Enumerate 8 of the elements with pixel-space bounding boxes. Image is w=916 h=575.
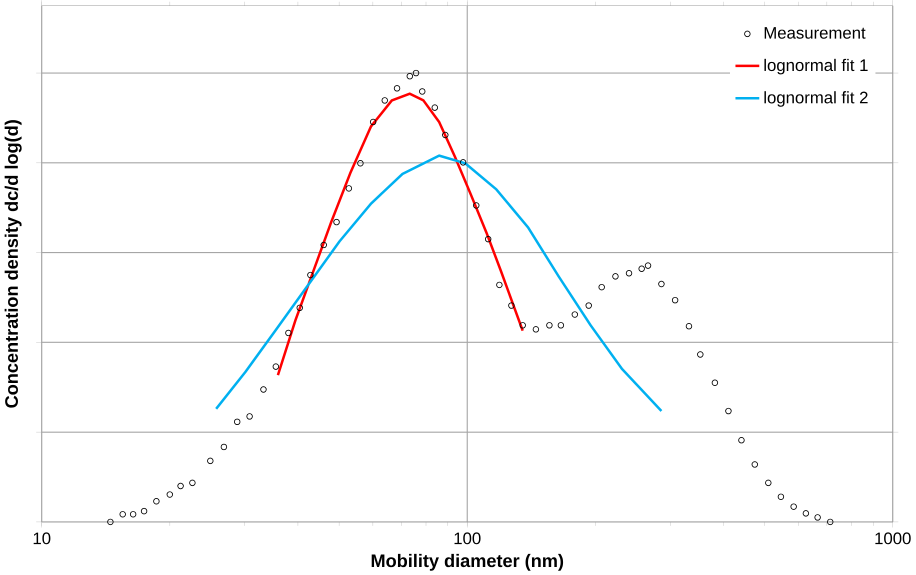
x-tick-label: 1000 bbox=[875, 532, 911, 544]
legend-label: lognormal fit 2 bbox=[764, 90, 868, 107]
x-axis-title: Mobility diameter (nm) bbox=[372, 554, 564, 571]
legend-label: Measurement bbox=[764, 26, 866, 39]
legend-label: lognormal fit 1 bbox=[764, 58, 868, 74]
x-tick-label: 10 bbox=[34, 532, 50, 544]
x-tick-label: 100 bbox=[454, 532, 481, 544]
y-axis-title: Concentration density dc/d log(d) bbox=[4, 120, 22, 408]
